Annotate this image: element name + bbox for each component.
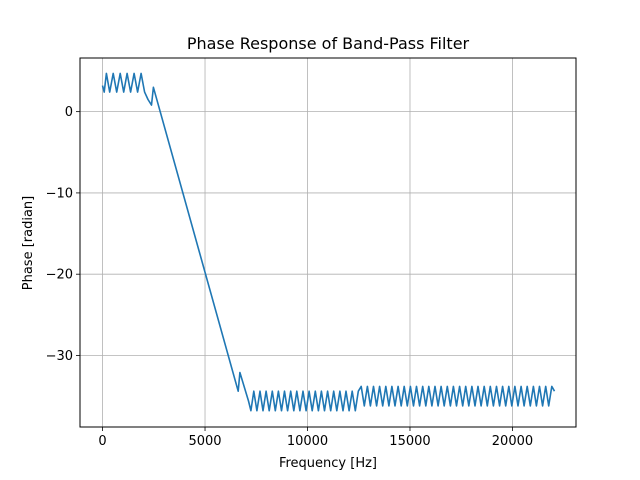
- y-tick-label: −30: [46, 349, 73, 364]
- x-tick-label: 15000: [389, 434, 430, 449]
- x-tick-label: 10000: [287, 434, 328, 449]
- y-axis-ticks: 0 −10 −20 −30: [46, 105, 80, 364]
- series-layer: [101, 72, 556, 412]
- y-tick-label: −20: [46, 268, 73, 283]
- y-axis-label: Phase [radian]: [21, 196, 36, 290]
- y-tick-label: −10: [46, 186, 73, 201]
- x-tick-label: 0: [98, 434, 106, 449]
- x-axis-label: Frequency [Hz]: [279, 456, 377, 471]
- chart-title: Phase Response of Band-Pass Filter: [187, 34, 470, 53]
- phase-line: [101, 72, 556, 412]
- plot-frame: [79, 57, 577, 428]
- x-tick-label: 5000: [188, 434, 221, 449]
- y-tick-label: 0: [65, 105, 73, 120]
- x-axis-ticks: 0 5000 10000 15000 20000: [98, 427, 533, 449]
- grid-lines: [80, 58, 576, 427]
- x-tick-label: 20000: [492, 434, 533, 449]
